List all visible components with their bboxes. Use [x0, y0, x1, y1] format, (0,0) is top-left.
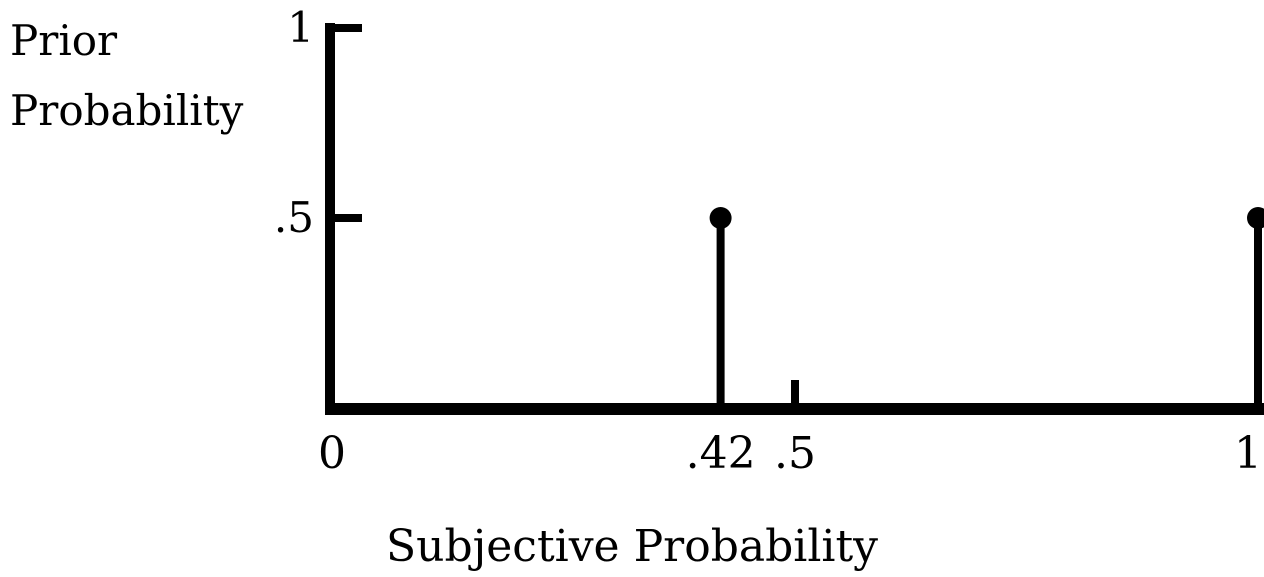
x-tick-label-1: .42	[686, 428, 756, 479]
x-tick-label-0: 0	[318, 428, 346, 479]
y-axis-label-line-2: Probability	[10, 86, 244, 135]
x-tick-label-2: .5	[774, 428, 816, 479]
stem-head-0	[709, 207, 732, 229]
y-tick-label-0: .5	[274, 193, 314, 242]
x-axis-label: Subjective Probability	[385, 521, 879, 572]
y-tick-label-1: 1	[287, 3, 314, 52]
stem-head-1	[1247, 207, 1264, 229]
x-tick-label-3: 1	[1234, 428, 1262, 479]
y-axis-label-line-1: Prior	[10, 16, 118, 65]
